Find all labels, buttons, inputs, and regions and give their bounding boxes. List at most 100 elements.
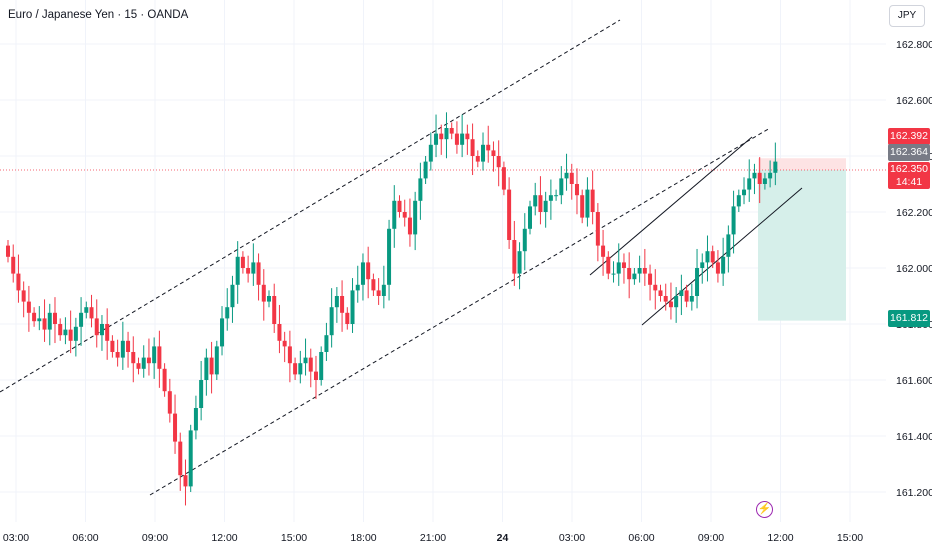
candle <box>26 285 31 332</box>
candle <box>58 318 63 341</box>
candle <box>418 162 423 220</box>
candle <box>277 304 282 354</box>
candle <box>345 307 350 330</box>
candle <box>167 378 172 423</box>
candle-body <box>627 268 632 280</box>
candle <box>538 176 543 225</box>
candle <box>564 153 569 191</box>
candle <box>559 166 564 205</box>
candle <box>52 297 57 344</box>
candle-body <box>256 262 261 285</box>
y-tick-label: 162.800 <box>896 39 932 51</box>
candle-body <box>434 133 439 145</box>
candle <box>689 283 694 311</box>
x-tick-label: 12:00 <box>211 532 237 544</box>
candle-body <box>115 352 120 358</box>
candle <box>313 355 318 400</box>
x-tick-label: 24 <box>497 532 509 544</box>
channel-lower-line <box>149 127 771 496</box>
candle-body <box>715 262 720 274</box>
candle <box>89 294 94 328</box>
candle <box>272 283 277 333</box>
candle <box>512 220 517 286</box>
candle <box>402 199 407 227</box>
candle <box>742 177 747 205</box>
x-tick-label: 09:00 <box>698 532 724 544</box>
candle-body <box>590 189 595 212</box>
candle-body <box>298 363 303 375</box>
y-tick-label: 162.600 <box>896 95 932 107</box>
flash-icon[interactable]: ⚡ <box>756 501 773 518</box>
candle-body <box>695 268 700 296</box>
currency-button[interactable]: JPY <box>889 5 925 27</box>
candle-body <box>642 268 647 274</box>
candle-body <box>752 172 757 179</box>
candle <box>554 189 559 201</box>
candle-body <box>178 441 183 476</box>
candle-body <box>731 206 736 235</box>
candle-body <box>37 318 42 322</box>
price-axis: 162.800162.600162.400162.200162.000161.8… <box>896 39 932 499</box>
candle-body <box>517 251 522 274</box>
candle <box>120 321 125 370</box>
y-tick-label: 161.400 <box>896 431 932 443</box>
candle-body <box>376 290 381 296</box>
candle-body <box>303 357 308 364</box>
candle <box>444 112 449 159</box>
candle-body <box>355 284 360 291</box>
chart-overlays <box>0 19 886 496</box>
candle-body <box>277 324 282 341</box>
candle-body <box>569 172 574 184</box>
candle-body <box>42 318 47 330</box>
x-tick-label: 09:00 <box>142 532 168 544</box>
candle-body <box>73 326 78 341</box>
candle-body <box>407 217 412 235</box>
candle-body <box>366 262 371 280</box>
candle <box>115 339 120 367</box>
candle <box>267 290 271 308</box>
candle-body <box>496 156 501 168</box>
candle <box>11 244 16 283</box>
candle-body <box>105 324 110 341</box>
candle <box>491 141 496 172</box>
candle-body <box>313 371 318 380</box>
candle <box>136 357 141 375</box>
candle-body <box>16 273 21 291</box>
candle <box>126 331 131 368</box>
candle-body <box>606 256 611 274</box>
candle-body <box>293 363 298 375</box>
candle <box>173 394 178 454</box>
candle <box>162 363 167 397</box>
candle <box>501 161 506 196</box>
candle-body <box>235 256 240 285</box>
candle <box>642 248 647 286</box>
candle-body <box>742 189 747 196</box>
y-tick-label: 161.200 <box>896 487 932 499</box>
candle-body <box>214 346 219 375</box>
candle <box>475 150 480 168</box>
candle-body <box>689 296 694 302</box>
candle <box>319 346 324 386</box>
candle-body <box>157 346 162 369</box>
candle-body <box>319 352 324 380</box>
candle <box>679 274 684 316</box>
candle <box>308 348 313 388</box>
candle <box>700 253 705 284</box>
candle <box>329 288 334 348</box>
candle <box>574 168 579 215</box>
channel-upper-line <box>0 19 621 393</box>
candle-body <box>340 296 345 313</box>
candle-body <box>272 296 277 324</box>
candle <box>376 278 381 305</box>
candle-body <box>601 245 606 257</box>
candle <box>606 251 611 280</box>
candle-body <box>58 324 63 336</box>
candle <box>496 140 501 187</box>
candle-body <box>700 262 705 268</box>
candle <box>413 191 418 251</box>
candle <box>94 299 99 348</box>
candle <box>131 336 136 383</box>
candle <box>449 122 454 140</box>
candle <box>188 424 193 492</box>
